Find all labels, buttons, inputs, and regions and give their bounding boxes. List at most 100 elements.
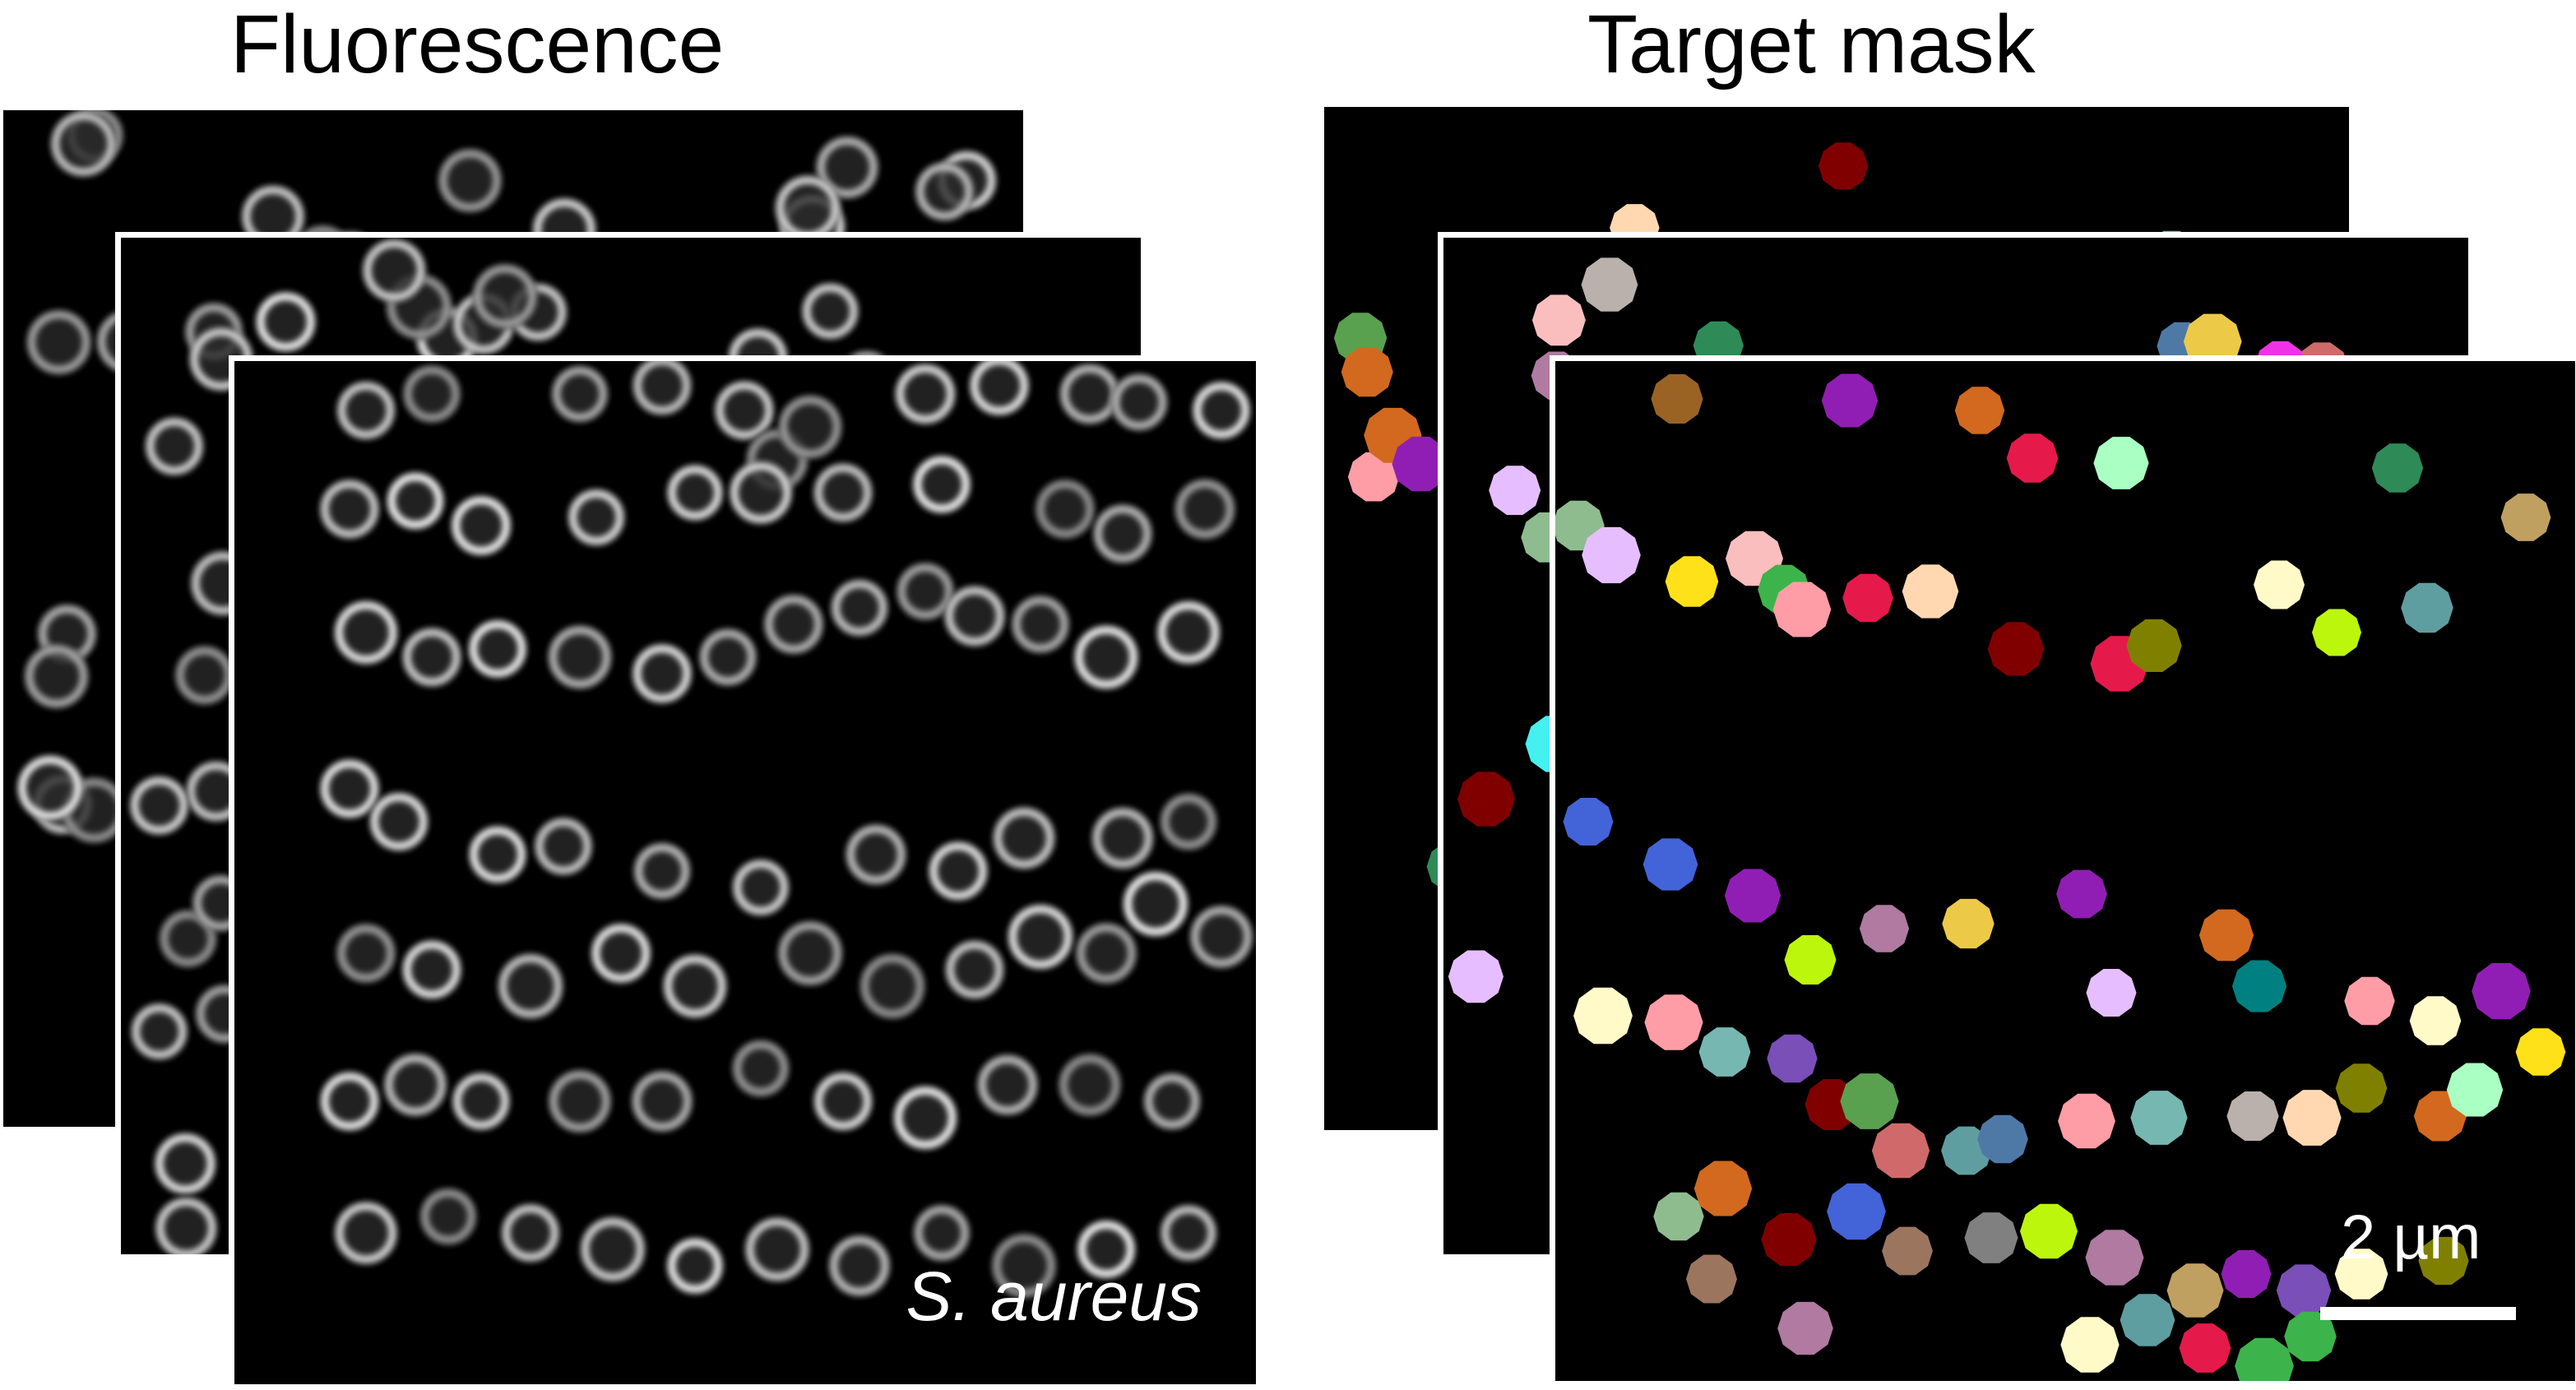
mask-cell xyxy=(1954,387,2005,434)
mask-cell xyxy=(1772,581,1832,637)
fluorescent-cell xyxy=(568,489,625,546)
fluorescent-cell xyxy=(801,282,859,340)
fluorescent-cell xyxy=(775,175,841,241)
mask-cell xyxy=(2515,1028,2566,1076)
fluorescent-cell xyxy=(895,364,956,424)
fluorescent-cell xyxy=(402,628,461,687)
mask-cell xyxy=(2312,609,2361,656)
mask-cell xyxy=(2401,582,2453,633)
scale-bar-label: 2 µm xyxy=(2341,1202,2481,1272)
mask-cell xyxy=(1767,1034,1818,1083)
mask-cell xyxy=(2166,1263,2224,1318)
fluorescent-cell xyxy=(632,643,693,704)
mask-cell xyxy=(1448,950,1503,1003)
fluorescent-cell xyxy=(129,776,189,836)
fluorescent-cell xyxy=(419,1188,477,1245)
fluorescent-cell xyxy=(580,1216,646,1282)
fluorescent-cell xyxy=(1077,1220,1136,1279)
fluorescent-cell xyxy=(1143,1073,1201,1130)
mask-cell xyxy=(2093,437,2149,489)
fluorescent-cell xyxy=(913,1204,971,1262)
mask-cell xyxy=(2409,996,2462,1045)
fluorescent-cell xyxy=(534,817,593,876)
fluorescent-cell xyxy=(403,365,461,423)
mask-cell xyxy=(2344,976,2395,1026)
mask-cell xyxy=(1761,1213,1817,1266)
mask-cell xyxy=(1977,1114,2028,1164)
fluorescent-cell xyxy=(732,1040,790,1097)
fluorescent-cell xyxy=(548,625,612,689)
mask-cell xyxy=(2086,969,2137,1017)
fluorescent-cell xyxy=(155,1197,217,1254)
mask-cell xyxy=(2282,1090,2342,1146)
fluorescence-image-front: S. aureus xyxy=(229,355,1262,1390)
mask-cell xyxy=(2334,1249,2388,1300)
fluorescent-cell xyxy=(50,110,117,177)
fluorescent-cell xyxy=(336,381,396,440)
mask-cell xyxy=(1840,1073,1899,1129)
fluorescent-cell xyxy=(1093,504,1152,563)
mask-cell xyxy=(2235,1337,2294,1381)
mask-cell xyxy=(2446,1063,2504,1117)
fluorescent-cell xyxy=(732,859,790,916)
fluorescent-cell xyxy=(744,1216,810,1282)
mask-cell xyxy=(1644,994,1703,1050)
fluorescent-cell xyxy=(1189,905,1253,969)
mask-cell xyxy=(2020,1203,2078,1259)
fluorescent-cell xyxy=(1035,480,1095,539)
fluorescent-cell xyxy=(438,148,502,213)
fluorescent-cell xyxy=(1110,373,1168,431)
mask-cell xyxy=(1651,374,1703,424)
fluorescent-cell xyxy=(969,361,1030,416)
fluorescent-cell xyxy=(1008,904,1073,970)
mask-cell xyxy=(1693,1161,1753,1216)
fluorescent-cell xyxy=(813,463,873,522)
fluorescent-cell xyxy=(915,162,975,221)
mask-cell xyxy=(2276,1264,2332,1317)
fluorescent-cell xyxy=(369,792,429,851)
target-mask-title: Target mask xyxy=(1587,0,2036,90)
mask-cell xyxy=(2472,962,2531,1020)
mask-cell xyxy=(1784,935,1837,985)
fluorescent-cell xyxy=(255,291,316,352)
mask-cell xyxy=(2120,1294,2175,1346)
mask-cell xyxy=(1724,869,1781,923)
mask-cell xyxy=(2284,1311,2337,1362)
fluorescent-cell xyxy=(991,1233,1057,1299)
fluorescent-cell xyxy=(387,472,444,530)
fluorescent-cell xyxy=(1091,807,1154,869)
fluorescent-cell xyxy=(498,953,563,1019)
mask-cell xyxy=(2335,1063,2388,1113)
fluorescent-cell xyxy=(1174,479,1235,540)
fluorescent-cell xyxy=(334,1201,398,1265)
mask-cell xyxy=(1665,556,1719,607)
mask-cell xyxy=(1859,905,1910,952)
mask-cell xyxy=(1653,1192,1704,1241)
fluorescent-cell xyxy=(666,1237,724,1295)
mask-cell xyxy=(1582,526,1641,584)
fluorescent-cell xyxy=(993,807,1055,869)
fluorescent-cell xyxy=(24,644,89,709)
mask-cell xyxy=(2418,1236,2469,1286)
fluorescent-cell xyxy=(16,754,83,821)
fluorescent-cell xyxy=(469,826,526,883)
fluorescent-cell xyxy=(1059,1054,1121,1116)
fluorescent-cell xyxy=(699,628,757,686)
fluorescent-cell xyxy=(859,953,925,1019)
mask-cell xyxy=(2371,443,2424,493)
fluorescent-cell xyxy=(383,1053,447,1117)
mask-cell xyxy=(2198,909,2254,961)
fluorescent-cell xyxy=(777,920,843,986)
fluorescent-cell xyxy=(778,395,842,459)
fluorescent-cell xyxy=(663,954,727,1018)
mask-cell xyxy=(1818,142,1869,190)
fluorescent-cell xyxy=(944,586,1005,646)
fluorescent-cell xyxy=(846,824,906,885)
fluorescent-cell xyxy=(320,1072,379,1131)
mask-cell xyxy=(1642,838,1698,891)
fluorescent-cell xyxy=(319,479,380,540)
species-label: S. aureus xyxy=(906,1258,1202,1335)
mask-cell xyxy=(1871,1123,1930,1179)
mask-cell xyxy=(1686,1254,1737,1304)
mask-cell xyxy=(1573,987,1633,1045)
